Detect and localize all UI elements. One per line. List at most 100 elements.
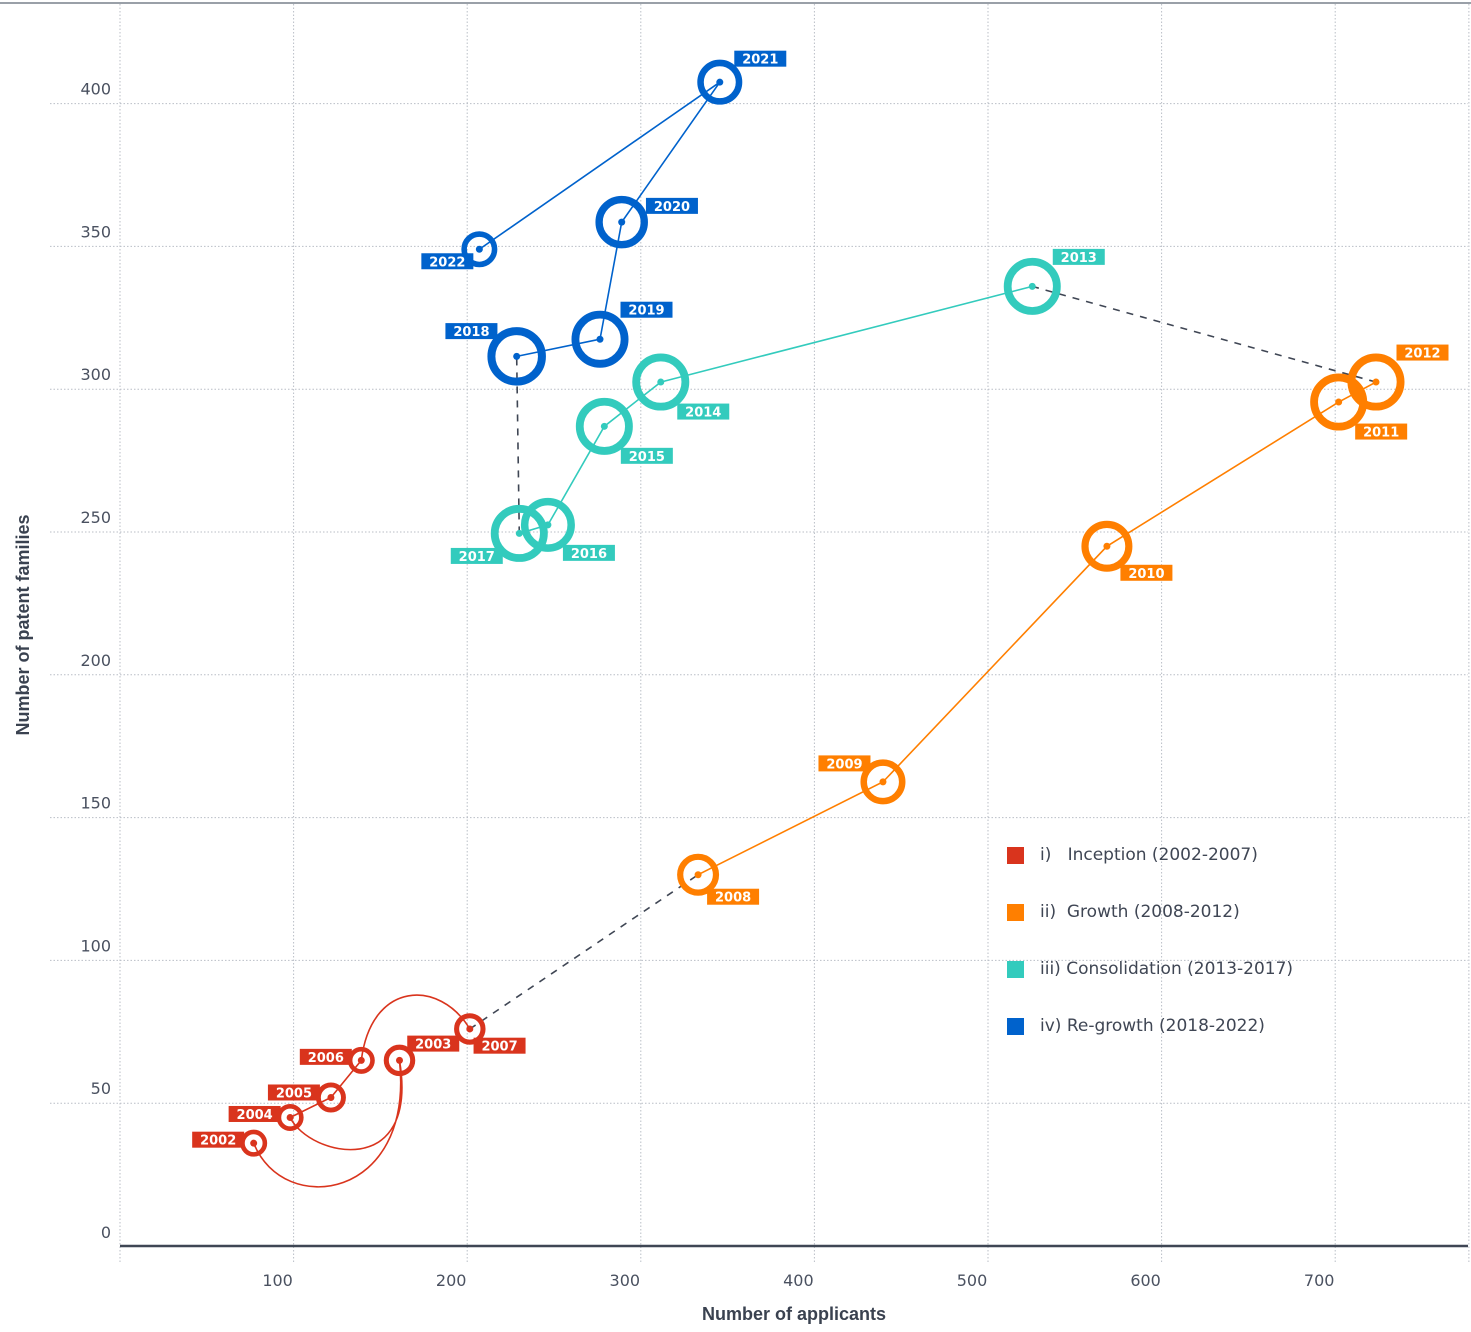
phase-connector bbox=[1032, 285, 1377, 383]
point-label: 2016 bbox=[571, 547, 607, 562]
phase-connectors bbox=[469, 285, 1377, 1030]
bubble-ring bbox=[461, 231, 498, 268]
bubble-ring bbox=[1081, 520, 1133, 572]
bubble-ring bbox=[632, 353, 690, 411]
bubble-center-dot bbox=[1103, 542, 1111, 550]
x-tick-label: 100 bbox=[262, 1271, 293, 1290]
bubble-ring bbox=[383, 1044, 416, 1077]
point-label-box bbox=[620, 447, 673, 464]
series-line bbox=[697, 381, 1377, 876]
point-label: 2004 bbox=[237, 1108, 273, 1123]
bubble-center-dot bbox=[1028, 282, 1036, 290]
bubble-ring bbox=[454, 1013, 486, 1045]
bubble-ring bbox=[595, 195, 648, 249]
y-tick-label: 250 bbox=[80, 508, 111, 527]
point-label: 2002 bbox=[200, 1134, 236, 1149]
bubble-ring bbox=[575, 397, 633, 455]
bubble-ring bbox=[1003, 257, 1061, 315]
bubble-center-dot bbox=[596, 335, 604, 343]
point-label-box bbox=[450, 547, 503, 564]
point-label-box bbox=[1355, 423, 1408, 440]
bubble-center-dot bbox=[250, 1139, 258, 1147]
point-label-box bbox=[267, 1084, 320, 1101]
legend-item-growth[interactable]: ii) Growth (2008-2012) bbox=[1007, 893, 1293, 931]
legend-label: iii) Consolidation (2013-2017) bbox=[1040, 959, 1294, 979]
y-tick-label: 0 bbox=[101, 1223, 111, 1242]
bubble-center-dot bbox=[657, 378, 665, 386]
bubble-center-dot bbox=[879, 778, 887, 786]
point-label-box bbox=[734, 50, 787, 67]
phase-connector bbox=[469, 874, 699, 1030]
x-tick-label: 700 bbox=[1304, 1271, 1335, 1290]
y-axis-title: Number of patent families bbox=[13, 514, 33, 735]
point-label-box bbox=[645, 197, 698, 214]
bubble-center-dot bbox=[513, 352, 521, 360]
point-label: 2018 bbox=[453, 325, 489, 340]
point-label-box bbox=[192, 1131, 245, 1148]
point-label: 2013 bbox=[1061, 251, 1097, 266]
phase-connector bbox=[515, 356, 521, 534]
point-label: 2022 bbox=[429, 255, 465, 270]
point-label-box bbox=[1120, 564, 1173, 581]
point-label-box bbox=[299, 1048, 352, 1065]
y-tick-label: 350 bbox=[80, 222, 111, 241]
y-tick-label: 400 bbox=[80, 80, 111, 99]
bubble-center-dot bbox=[475, 245, 483, 253]
point-label-box bbox=[620, 301, 673, 318]
x-tick-label: 300 bbox=[610, 1271, 641, 1290]
point-label-box bbox=[1052, 248, 1105, 265]
point-label-box bbox=[421, 253, 474, 270]
bubble-center-dot bbox=[515, 529, 523, 537]
x-tick-label: 600 bbox=[1130, 1271, 1161, 1290]
legend-label: ii) Growth (2008-2012) bbox=[1040, 902, 1240, 922]
y-tick-label: 300 bbox=[80, 365, 111, 384]
x-tick-label: 200 bbox=[436, 1271, 467, 1290]
bubble-center-dot bbox=[327, 1093, 335, 1101]
bubble-ring bbox=[490, 504, 548, 562]
grid bbox=[50, 4, 1470, 1262]
y-tick-label: 100 bbox=[80, 936, 111, 955]
point-label: 2008 bbox=[715, 891, 751, 906]
point-label-box bbox=[1396, 344, 1449, 361]
bubble-center-dot bbox=[600, 422, 608, 430]
legend-item-regrowth[interactable]: iv) Re-growth (2018-2022) bbox=[1007, 1007, 1293, 1045]
point-label-box bbox=[677, 403, 730, 420]
legend-label: i) Inception (2002-2007) bbox=[1040, 845, 1258, 865]
point-label-box bbox=[707, 888, 760, 905]
bubble-ring bbox=[697, 59, 743, 105]
point-label: 2007 bbox=[481, 1040, 517, 1055]
bubble-center-dot bbox=[618, 218, 626, 226]
point-label: 2012 bbox=[1404, 347, 1440, 362]
point-label-box bbox=[818, 755, 871, 772]
point-label: 2011 bbox=[1363, 426, 1399, 441]
legend: i) Inception (2002-2007) ii) Growth (200… bbox=[1007, 836, 1293, 1064]
legend-label: iv) Re-growth (2018-2022) bbox=[1040, 1016, 1265, 1036]
point-label-box bbox=[407, 1035, 460, 1052]
bubble-center-dot bbox=[466, 1025, 474, 1033]
point-label-box bbox=[445, 323, 498, 340]
point-label: 2003 bbox=[415, 1038, 451, 1053]
legend-item-consolidation[interactable]: iii) Consolidation (2013-2017) bbox=[1007, 950, 1293, 988]
axes: 0 50 100 150 200 250 300 350 400 100 200 300 400 500 6… bbox=[80, 80, 1468, 1290]
legend-item-inception[interactable]: i) Inception (2002-2007) bbox=[1007, 836, 1293, 874]
bubble-center-dot bbox=[1335, 398, 1343, 406]
bubble-ring bbox=[520, 497, 575, 552]
bubble-center-dot bbox=[286, 1113, 294, 1121]
point-label-box bbox=[473, 1037, 526, 1054]
bubble-center-dot bbox=[395, 1056, 403, 1064]
point-label: 2005 bbox=[276, 1086, 312, 1101]
bubble-center-dot bbox=[357, 1056, 365, 1064]
legend-swatch-growth bbox=[1007, 903, 1024, 921]
series-line bbox=[252, 994, 471, 1188]
point-label-box bbox=[562, 544, 615, 561]
x-tick-label: 500 bbox=[957, 1271, 988, 1290]
point-label: 2015 bbox=[629, 450, 665, 465]
point-label: 2009 bbox=[826, 757, 862, 772]
series-points bbox=[240, 59, 1405, 1157]
y-tick-label: 50 bbox=[91, 1079, 111, 1098]
point-label: 2014 bbox=[685, 406, 721, 421]
series-line bbox=[519, 285, 1033, 535]
bubble-ring bbox=[677, 853, 720, 896]
point-label: 2017 bbox=[459, 550, 495, 565]
